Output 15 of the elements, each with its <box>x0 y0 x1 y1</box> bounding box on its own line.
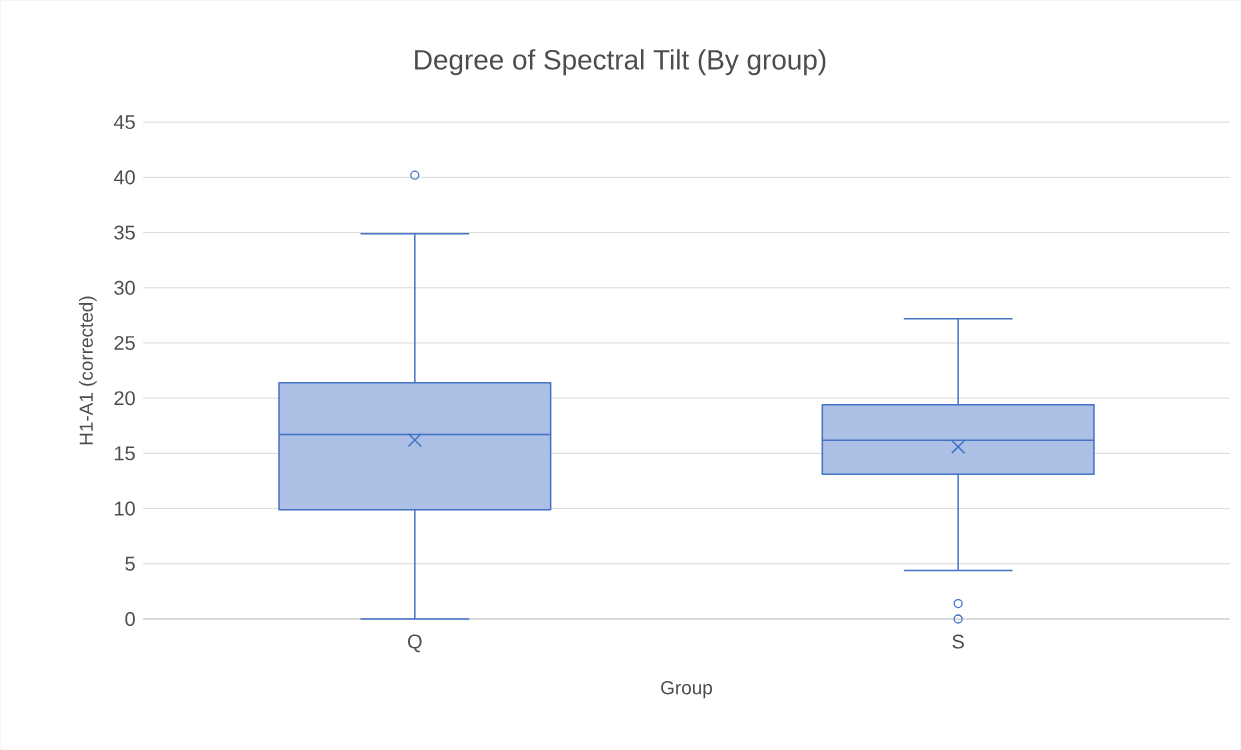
x-tick-label: Q <box>408 634 422 653</box>
x-tick-label: S <box>952 634 964 649</box>
y-tick-label: 40 <box>113 170 135 185</box>
y-tick-label: 10 <box>115 501 135 516</box>
y-tick-label: 30 <box>114 280 135 295</box>
y-tick-label: 15 <box>115 446 135 461</box>
y-tick-label: 5 <box>125 556 135 571</box>
y-tick-label: 0 <box>125 611 135 626</box>
chart-title: Degree of Spectral Tilt (By group) <box>415 49 826 76</box>
y-tick-label: 20 <box>114 391 135 406</box>
y-tick-label: 25 <box>114 335 135 350</box>
y-tick-label: 45 <box>113 115 135 130</box>
y-tick-label: 35 <box>114 225 135 240</box>
x-axis-title: Group <box>661 680 712 699</box>
y-axis-title: H1-A1 (corrected) <box>79 296 97 445</box>
